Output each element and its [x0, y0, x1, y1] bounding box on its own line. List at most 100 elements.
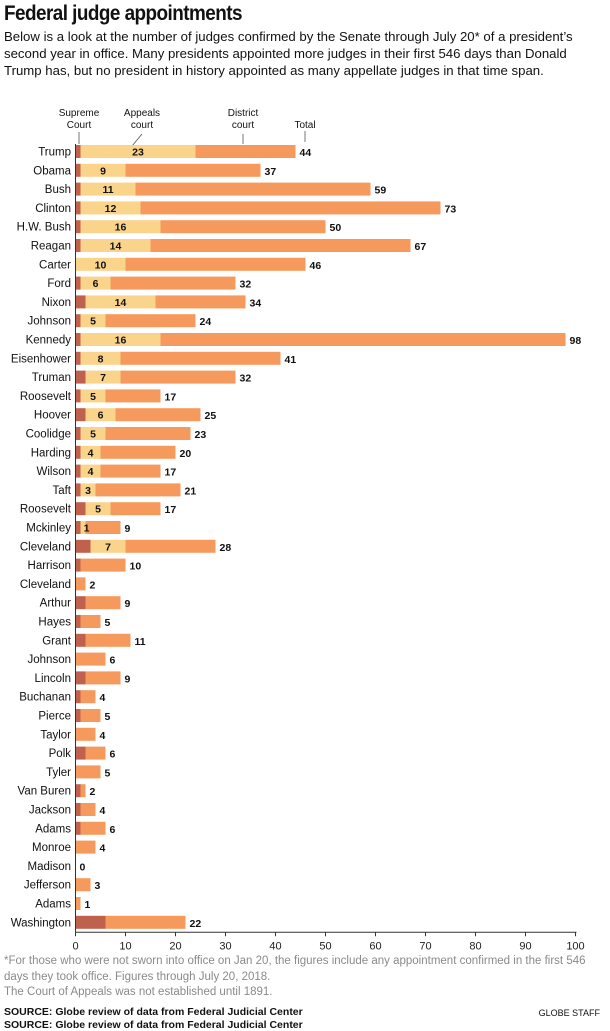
- bar-supreme-court: [75, 295, 86, 309]
- category-label: Taft: [52, 485, 71, 497]
- category-label: Arthur: [40, 598, 71, 610]
- bar-supreme-court: [75, 483, 81, 497]
- x-tick-label: 70: [419, 940, 431, 950]
- bar-district-court: [75, 897, 81, 910]
- chart-row: Eisenhower 8 41: [11, 351, 296, 366]
- appeals-value-label: 14: [110, 241, 122, 253]
- appeals-value-label: 6: [93, 278, 99, 290]
- appeals-value-label: 7: [105, 541, 111, 553]
- category-label: Johnson: [28, 316, 71, 328]
- x-tick-label: 100: [566, 940, 584, 950]
- source-note-clipped: SOURCE: Globe review of data from Federa…: [4, 1019, 303, 1031]
- category-label: Tyler: [46, 767, 71, 779]
- bar-supreme-court: [75, 351, 81, 365]
- bar-district-court: [105, 427, 191, 440]
- total-value-label: 21: [185, 485, 197, 497]
- category-label: Taylor: [40, 729, 71, 741]
- chart-row: Cleveland 7 28: [20, 539, 232, 554]
- bar-supreme-court: [75, 370, 86, 384]
- category-label: Wilson: [36, 466, 71, 478]
- category-label: Cleveland: [20, 541, 71, 553]
- bar-district-court: [105, 915, 186, 929]
- category-label: Clinton: [35, 203, 71, 215]
- bar-appeals-court: [80, 464, 101, 478]
- total-value-label: 46: [310, 260, 322, 272]
- total-value-label: 0: [80, 861, 86, 873]
- total-value-label: 28: [220, 542, 232, 554]
- category-label: Nixon: [42, 297, 71, 309]
- category-label: Hoover: [34, 410, 71, 422]
- column-header-leader-appeals: [131, 133, 143, 147]
- chart-row: Arthur 9: [40, 596, 131, 610]
- bar-district-court: [195, 145, 296, 158]
- bar-district-court: [160, 333, 566, 346]
- appeals-value-label: 9: [100, 165, 106, 177]
- bar-appeals-court: [85, 370, 121, 384]
- column-header-appeals: Appeals court: [124, 108, 160, 131]
- appeals-value-label: 7: [100, 372, 106, 384]
- total-value-label: 37: [265, 166, 277, 178]
- category-label: Jefferson: [24, 880, 71, 892]
- chart-row: Trump 23 44: [38, 145, 311, 159]
- credit-line: GLOBE STAFF: [538, 1008, 600, 1018]
- bar-district-court: [85, 671, 121, 685]
- category-label: Harding: [31, 447, 71, 459]
- total-value-label: 9: [125, 598, 131, 610]
- category-label: Adams: [35, 823, 71, 835]
- total-value-label: 25: [205, 410, 217, 422]
- appeals-value-label: 1: [84, 523, 90, 535]
- bar-district-court: [75, 878, 91, 892]
- bar-supreme-court: [75, 201, 81, 215]
- bar-supreme-court: [75, 464, 81, 478]
- appeals-value-label: 16: [115, 222, 127, 234]
- category-label: Monroe: [32, 842, 71, 854]
- bar-appeals-court: [80, 483, 96, 497]
- category-label: Truman: [32, 372, 71, 384]
- chart-row: Bush 11 59: [45, 182, 386, 197]
- bar-district-court: [160, 220, 326, 234]
- bar-supreme-court: [75, 709, 81, 722]
- chart-row: Obama 9 37: [33, 163, 277, 178]
- bar-supreme-court: [75, 521, 81, 534]
- x-tick-label: 40: [269, 940, 281, 950]
- total-value-label: 20: [180, 448, 192, 460]
- bar-district-court: [100, 445, 176, 459]
- category-label: Cleveland: [20, 579, 71, 591]
- bar-district-court: [85, 521, 121, 534]
- chart-row: Madison 0: [28, 861, 86, 874]
- total-value-label: 5: [105, 767, 111, 779]
- category-label: Reagan: [31, 241, 71, 253]
- total-value-label: 6: [110, 749, 116, 761]
- chart-row: Jackson 4: [29, 803, 106, 817]
- total-value-label: 23: [195, 429, 207, 441]
- bar-appeals-court: [80, 521, 86, 534]
- bar-district-court: [155, 295, 246, 309]
- chart-row: Johnson 5 24: [28, 314, 211, 328]
- category-label: H.W. Bush: [17, 222, 71, 234]
- bar-supreme-court: [75, 539, 91, 553]
- appeals-value-label: 8: [98, 353, 104, 365]
- total-value-label: 9: [125, 673, 131, 685]
- total-value-label: 34: [250, 297, 262, 309]
- bar-district-court: [75, 727, 96, 741]
- total-value-label: 6: [110, 655, 116, 667]
- chart-row: Adams 6: [35, 821, 116, 836]
- bar-supreme-court: [75, 746, 86, 760]
- appeals-value-label: 5: [90, 429, 96, 441]
- bar-district-court: [150, 239, 411, 252]
- x-tick-label: 0: [72, 940, 78, 950]
- chart-row: Monroe 4: [32, 840, 106, 855]
- total-value-label: 73: [445, 203, 457, 215]
- bar-district-court: [75, 652, 106, 666]
- chart-row: Taft 3 21: [52, 483, 196, 497]
- category-label: Lincoln: [35, 673, 71, 685]
- chart-row: Nixon 14 34: [42, 295, 262, 309]
- category-label: Pierce: [38, 711, 71, 723]
- bar-supreme-court: [75, 596, 86, 610]
- bar-district-court: [80, 784, 86, 798]
- category-label: Bush: [45, 184, 71, 196]
- x-tick-label: 30: [219, 940, 231, 950]
- bar-supreme-court: [75, 408, 86, 422]
- bar-district-court: [125, 539, 216, 553]
- bar-district-court: [105, 389, 161, 403]
